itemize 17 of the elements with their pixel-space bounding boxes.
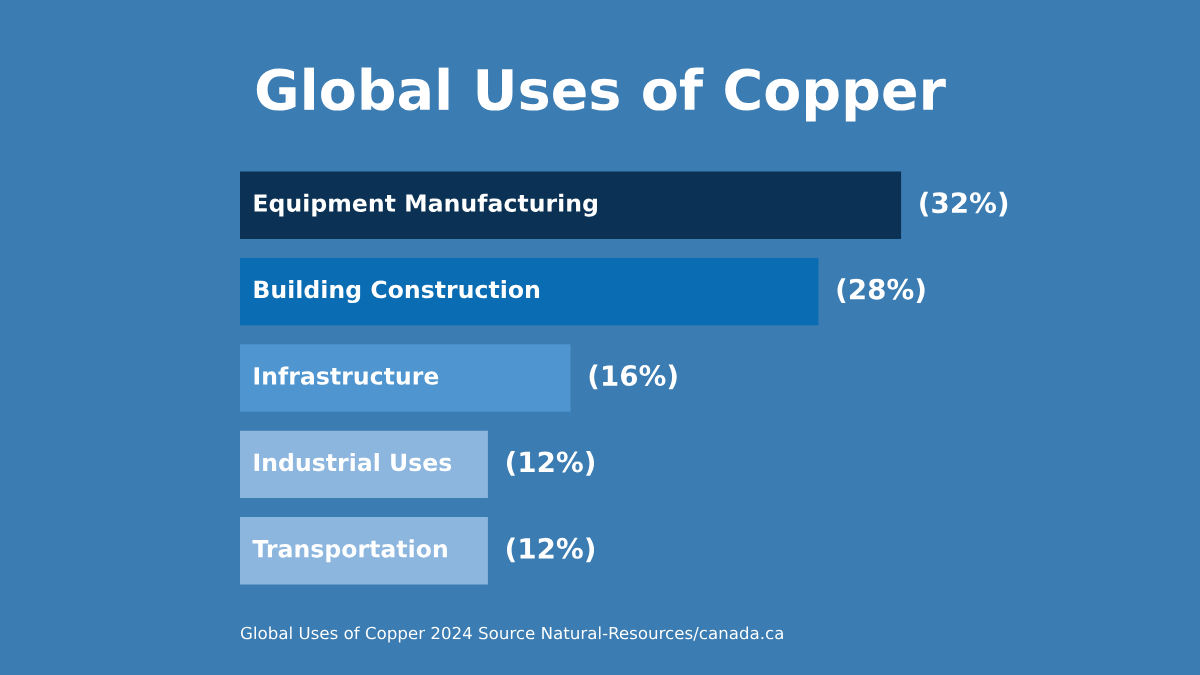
bar [240,430,488,499]
text: Global Uses of Copper 2024 Source Natural-Resources/canada.ca [240,626,783,643]
y-tick-label: Infrastructure [254,366,439,385]
bar [240,171,902,239]
y-tick-label: Transportation [252,539,447,563]
y-tick-label: Building Construction [254,280,540,304]
y-tick-label: Equipment Manufacturing [254,193,597,217]
bar [240,257,819,326]
data-label: (16%) [589,364,677,390]
data-label: (12%) [506,450,595,476]
data-label: (32%) [920,191,1008,217]
chart-title: Global Uses of Copper [256,67,946,122]
bar [240,517,488,585]
data-label: (12%) [506,537,595,563]
data-label: (28%) [837,278,925,303]
y-tick-label: Industrial Uses [254,452,452,472]
bar [240,344,571,412]
